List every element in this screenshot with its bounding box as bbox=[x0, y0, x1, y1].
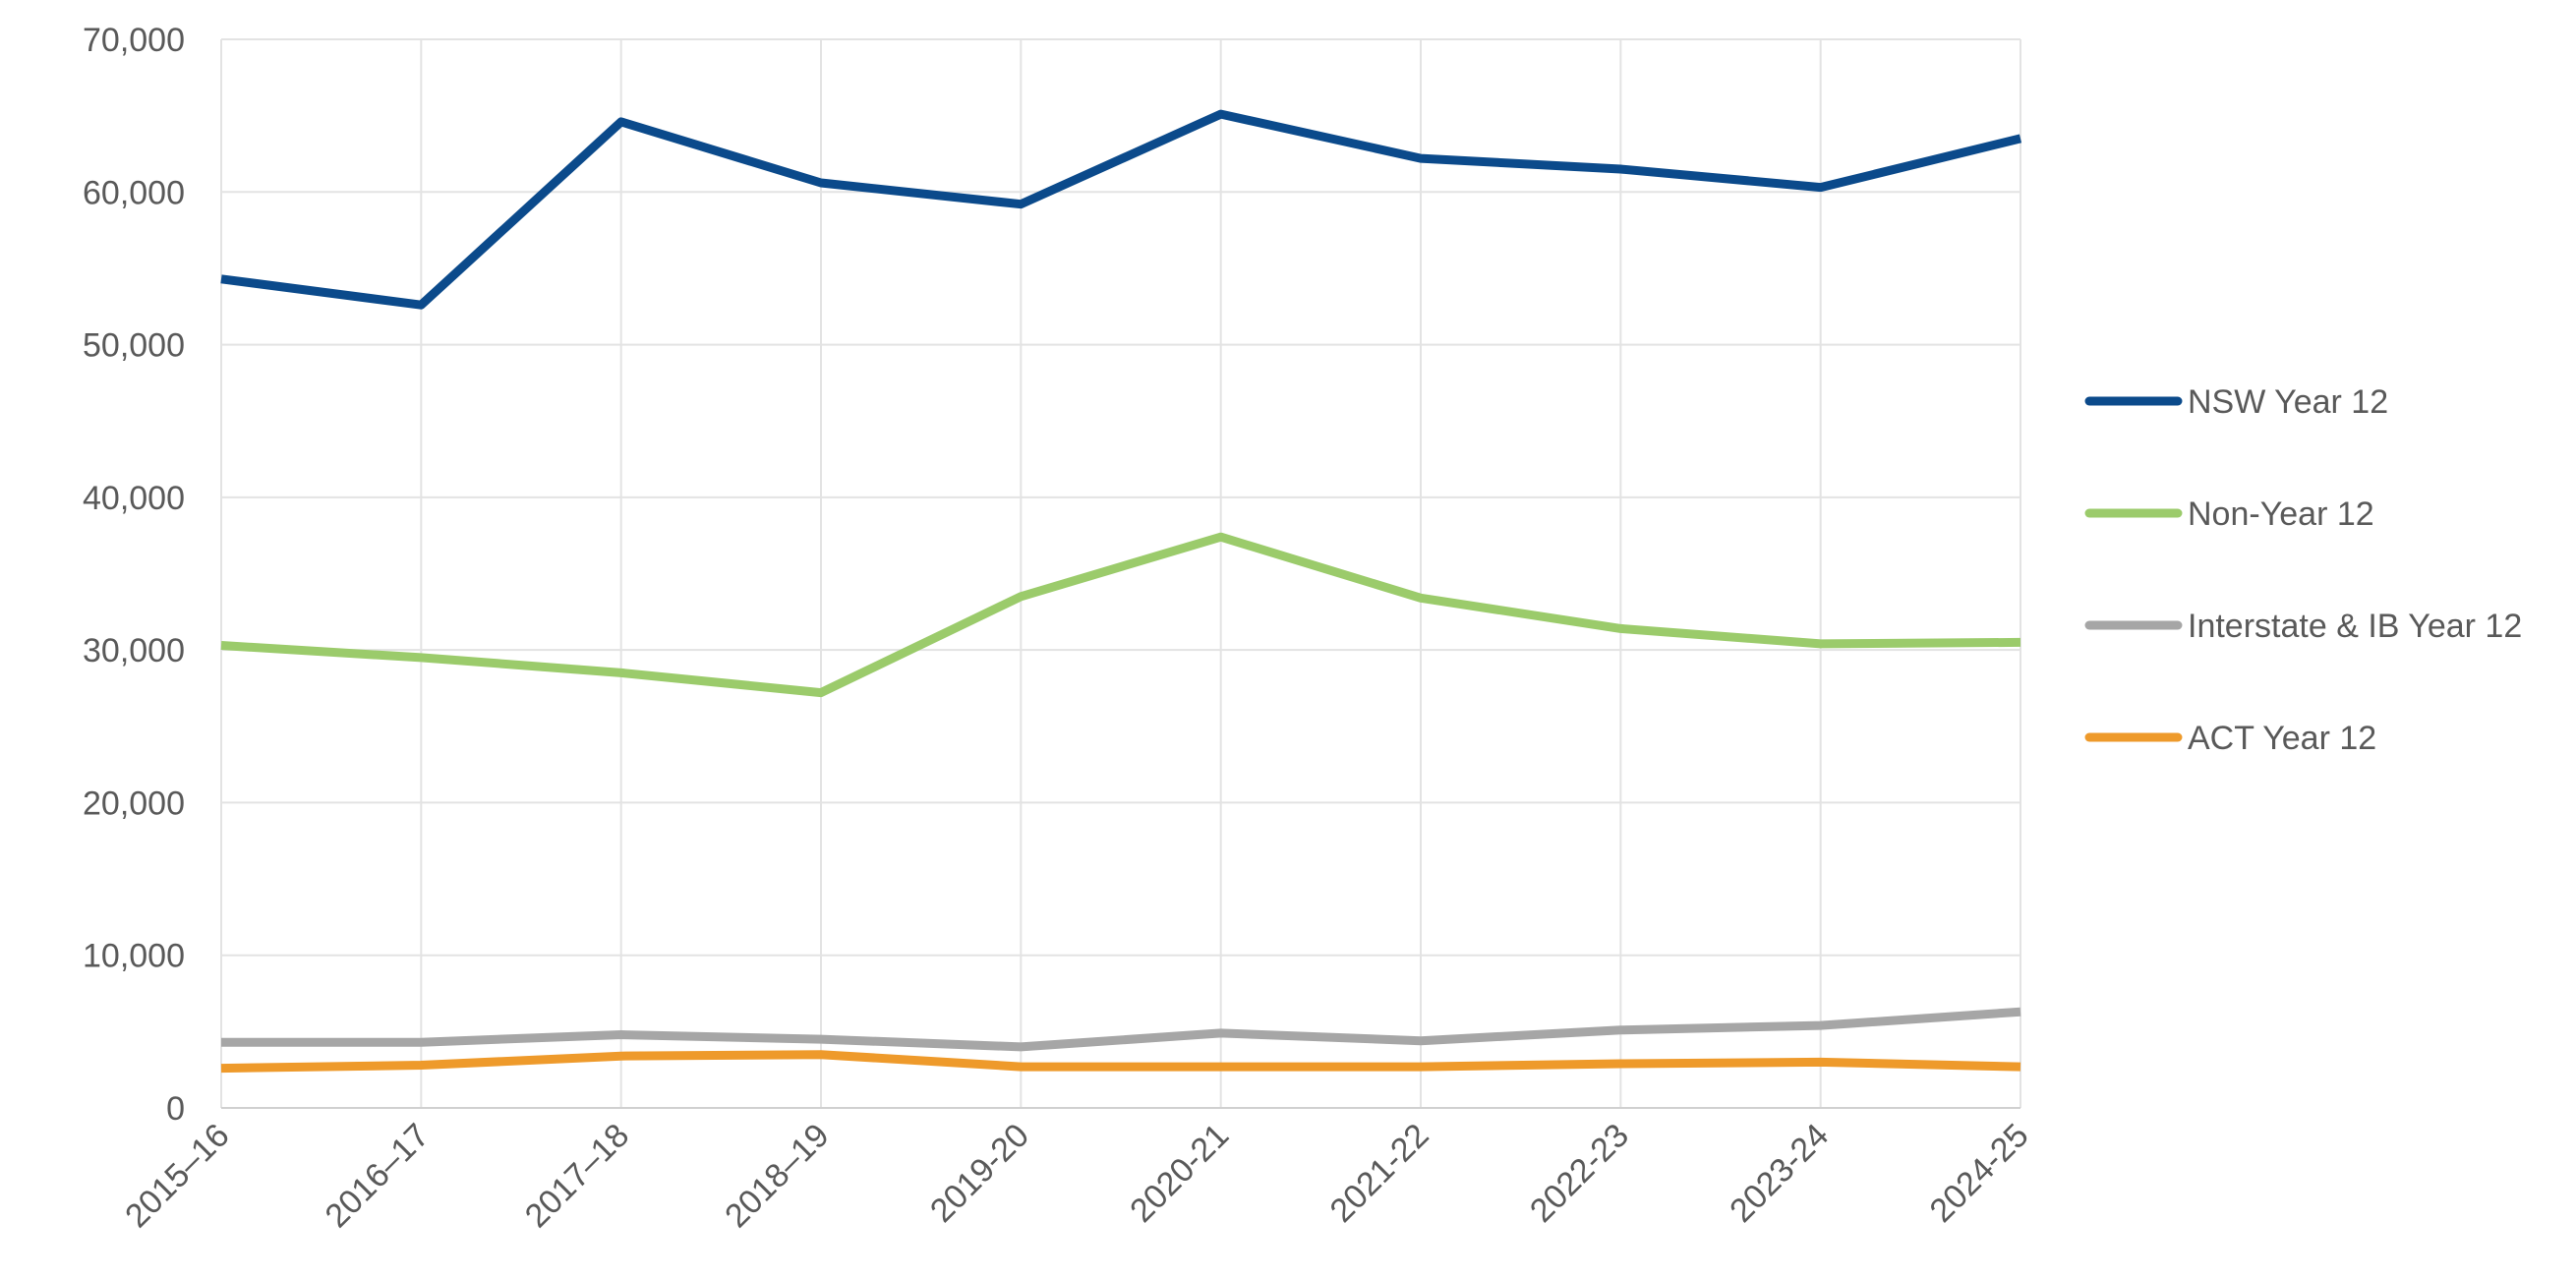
legend-item: ACT Year 12 bbox=[2084, 720, 2376, 757]
x-gridlines bbox=[220, 39, 2021, 1108]
data-point bbox=[1619, 1029, 1621, 1031]
data-point bbox=[1020, 596, 1022, 598]
x-tick-label: 2021-22 bbox=[1323, 1117, 1436, 1230]
data-point bbox=[820, 1038, 822, 1040]
data-point bbox=[2020, 138, 2021, 140]
data-point bbox=[1420, 1040, 1422, 1042]
y-tick-label: 50,000 bbox=[83, 327, 185, 365]
data-point bbox=[220, 1068, 222, 1070]
legend-label: ACT Year 12 bbox=[2188, 720, 2376, 757]
data-point bbox=[1020, 1066, 1022, 1068]
data-point bbox=[620, 1055, 622, 1057]
x-tick-label: 2019-20 bbox=[923, 1117, 1036, 1230]
y-gridlines bbox=[221, 38, 2020, 957]
y-tick-label: 40,000 bbox=[83, 480, 185, 517]
data-point bbox=[1220, 1032, 1222, 1034]
y-tick-label: 10,000 bbox=[83, 938, 185, 975]
data-point bbox=[1820, 187, 1822, 189]
y-tick-label: 30,000 bbox=[83, 632, 185, 669]
legend-label: Non-Year 12 bbox=[2188, 495, 2374, 533]
data-point bbox=[820, 182, 822, 184]
data-point bbox=[420, 657, 422, 659]
data-point bbox=[620, 671, 622, 673]
legend-item: NSW Year 12 bbox=[2084, 383, 2388, 421]
data-point bbox=[2020, 641, 2021, 643]
y-tick-label: 60,000 bbox=[83, 174, 185, 211]
data-point bbox=[620, 1033, 622, 1035]
data-point bbox=[420, 304, 422, 306]
data-point bbox=[1420, 597, 1422, 599]
data-point bbox=[820, 1054, 822, 1056]
data-point bbox=[1220, 113, 1222, 115]
data-point bbox=[1420, 1066, 1422, 1068]
data-point bbox=[1220, 536, 1222, 538]
data-point bbox=[1820, 643, 1822, 645]
series-lines bbox=[220, 109, 2022, 1074]
data-point bbox=[2020, 1011, 2021, 1013]
series-line-1 bbox=[220, 532, 2021, 698]
data-point bbox=[220, 644, 222, 646]
data-point bbox=[1820, 1061, 1822, 1063]
data-point bbox=[220, 1041, 222, 1043]
data-point bbox=[1220, 1066, 1222, 1068]
data-point bbox=[420, 1065, 422, 1067]
x-tick-label: 2023-24 bbox=[1723, 1117, 1836, 1230]
x-tick-label: 2017–18 bbox=[518, 1117, 636, 1235]
data-point bbox=[1020, 1046, 1022, 1048]
x-tick-label: 2022-23 bbox=[1523, 1117, 1636, 1230]
data-point bbox=[1020, 203, 1022, 205]
x-tick-label: 2018–19 bbox=[718, 1117, 836, 1235]
legend: NSW Year 12 Non-Year 12 Interstate & IB Ye… bbox=[2084, 383, 2522, 757]
data-point bbox=[1820, 1024, 1822, 1026]
data-point bbox=[620, 121, 622, 123]
y-tick-label: 0 bbox=[166, 1090, 185, 1128]
data-point bbox=[220, 278, 222, 280]
y-tick-label: 70,000 bbox=[83, 22, 185, 59]
x-tick-label: 2024-25 bbox=[1923, 1117, 2036, 1230]
x-tick-label: 2015–16 bbox=[118, 1117, 236, 1235]
data-point bbox=[820, 692, 822, 694]
data-point bbox=[1619, 1063, 1621, 1065]
data-point bbox=[1420, 157, 1422, 159]
data-point bbox=[2020, 1066, 2021, 1068]
x-axis-tick-labels: 2015–16 2016–17 2017–18 2018–19 2019-20 2020-… bbox=[118, 1117, 2035, 1235]
y-axis-tick-labels: 0 10,000 20,000 30,000 40,000 50,000 60,000 70,… bbox=[83, 22, 185, 1128]
x-tick-label: 2016–17 bbox=[319, 1117, 437, 1235]
legend-item: Interstate & IB Year 12 bbox=[2084, 608, 2522, 645]
legend-item: Non-Year 12 bbox=[2084, 495, 2374, 533]
x-tick-label: 2020-21 bbox=[1123, 1117, 1236, 1230]
series-line-0 bbox=[220, 109, 2022, 310]
data-point bbox=[1619, 627, 1621, 629]
legend-label: Interstate & IB Year 12 bbox=[2188, 608, 2522, 645]
data-point bbox=[420, 1041, 422, 1043]
series-line-2 bbox=[221, 1007, 2021, 1052]
legend-label: NSW Year 12 bbox=[2188, 383, 2388, 421]
data-point bbox=[1619, 168, 1621, 170]
y-tick-label: 20,000 bbox=[83, 785, 185, 822]
series-line-3 bbox=[220, 1050, 2021, 1074]
